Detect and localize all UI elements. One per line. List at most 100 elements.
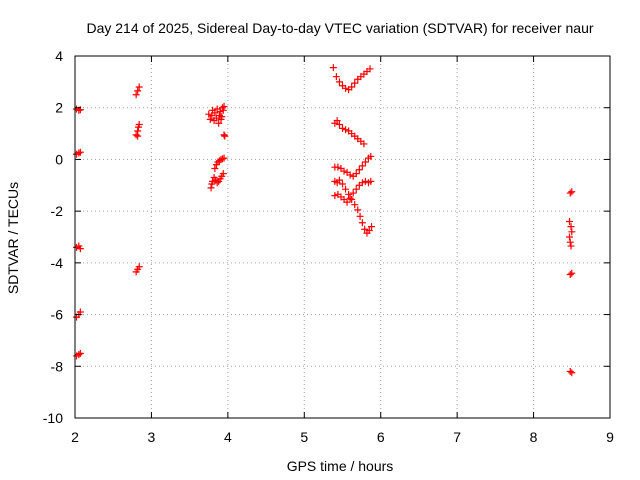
data-point <box>565 217 573 225</box>
x-tick-label: 2 <box>71 429 79 445</box>
data-point <box>567 223 575 231</box>
data-point <box>335 121 343 129</box>
y-tick-label: 2 <box>55 100 63 116</box>
data-points <box>73 64 576 377</box>
x-tick-label: 3 <box>148 429 156 445</box>
data-point <box>211 164 219 172</box>
data-point <box>339 124 346 132</box>
x-tick-label: 7 <box>453 429 461 445</box>
data-point <box>348 196 356 204</box>
plot-frame <box>74 55 611 419</box>
x-axis-label: GPS time / hours <box>287 458 394 474</box>
y-axis-label: SDTVAR / TECUs <box>5 182 21 294</box>
data-point <box>355 166 363 174</box>
data-point <box>343 198 351 206</box>
x-tick-label: 6 <box>377 429 385 445</box>
data-point <box>345 190 353 198</box>
data-point <box>339 180 346 188</box>
axis-ticks <box>74 55 611 419</box>
data-point <box>135 121 143 129</box>
data-point <box>332 73 340 81</box>
data-point <box>342 185 350 193</box>
chart-title: Day 214 of 2025, Sidereal Day-to-day VTE… <box>86 20 593 36</box>
data-point <box>75 351 83 359</box>
y-tick-label: -8 <box>51 358 64 374</box>
data-point <box>219 170 227 178</box>
data-point <box>366 65 374 73</box>
data-point <box>358 179 366 187</box>
x-tick-label: 8 <box>530 429 538 445</box>
data-point <box>356 212 364 220</box>
data-point <box>342 84 350 92</box>
data-point <box>568 269 576 277</box>
data-point <box>220 154 228 162</box>
data-point <box>340 167 348 175</box>
data-point <box>342 126 350 134</box>
data-point <box>134 132 142 140</box>
data-point <box>76 245 84 253</box>
data-point <box>358 219 366 227</box>
data-point <box>215 119 223 127</box>
data-point <box>206 115 214 123</box>
gridlines <box>75 56 610 418</box>
y-tick-label: 0 <box>55 151 63 167</box>
data-point <box>209 177 217 185</box>
y-tick-label: 4 <box>55 48 63 64</box>
data-point <box>329 64 337 72</box>
data-point <box>334 163 342 171</box>
data-point <box>218 113 226 121</box>
data-point <box>331 192 339 200</box>
data-point <box>566 189 574 197</box>
data-point <box>220 102 228 110</box>
y-tick-label: -4 <box>51 255 64 271</box>
data-point <box>351 201 359 209</box>
data-point <box>132 91 140 99</box>
data-point <box>221 132 229 140</box>
data-point <box>567 242 575 250</box>
data-point <box>349 189 357 197</box>
data-point <box>354 206 362 214</box>
data-point <box>351 79 359 87</box>
data-point <box>568 369 576 377</box>
data-point <box>219 106 227 114</box>
y-tick-label: -10 <box>43 410 63 426</box>
data-point <box>76 148 84 156</box>
data-point <box>352 185 360 193</box>
data-point <box>361 158 369 166</box>
data-point <box>211 109 219 117</box>
data-point <box>335 176 343 184</box>
data-point <box>367 177 375 185</box>
data-point <box>135 263 143 271</box>
data-point <box>348 83 356 91</box>
data-point <box>352 170 360 178</box>
data-point <box>134 87 142 95</box>
x-tick-label: 4 <box>224 429 232 445</box>
data-point <box>213 179 221 187</box>
data-point <box>346 171 354 179</box>
x-tick-labels: 2 3 4 5 6 7 8 9 <box>71 429 614 445</box>
data-point <box>132 131 140 139</box>
y-tick-label: -2 <box>51 203 64 219</box>
data-point <box>367 152 375 160</box>
data-point <box>216 108 224 116</box>
y-tick-labels: 4 2 0 -2 -4 -6 -8 -10 <box>43 48 63 426</box>
data-point <box>565 233 573 241</box>
y-tick-label: -6 <box>51 307 64 323</box>
data-point <box>135 83 143 91</box>
data-point <box>568 188 576 196</box>
data-point <box>358 162 366 170</box>
data-point <box>566 367 574 375</box>
data-point <box>205 110 213 118</box>
data-point <box>568 228 576 236</box>
data-point <box>219 155 227 163</box>
data-point <box>360 140 368 148</box>
data-point <box>75 149 83 157</box>
data-point <box>220 131 228 139</box>
data-point <box>361 225 369 233</box>
data-point <box>566 238 574 246</box>
data-point <box>76 349 84 357</box>
data-point <box>368 223 376 231</box>
data-point <box>566 270 574 278</box>
data-point <box>365 227 373 235</box>
